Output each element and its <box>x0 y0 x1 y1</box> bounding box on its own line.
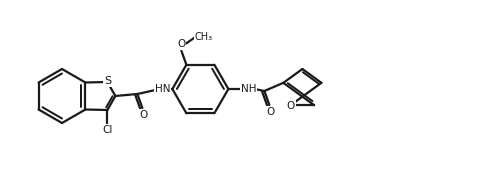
Text: HN: HN <box>155 84 170 94</box>
Text: S: S <box>104 76 111 86</box>
Text: O: O <box>266 107 275 117</box>
Text: NH: NH <box>240 84 256 94</box>
Text: O: O <box>287 101 295 111</box>
Text: O: O <box>177 39 185 49</box>
Text: CH₃: CH₃ <box>194 32 213 42</box>
Text: O: O <box>139 110 147 120</box>
Text: Cl: Cl <box>102 125 113 135</box>
